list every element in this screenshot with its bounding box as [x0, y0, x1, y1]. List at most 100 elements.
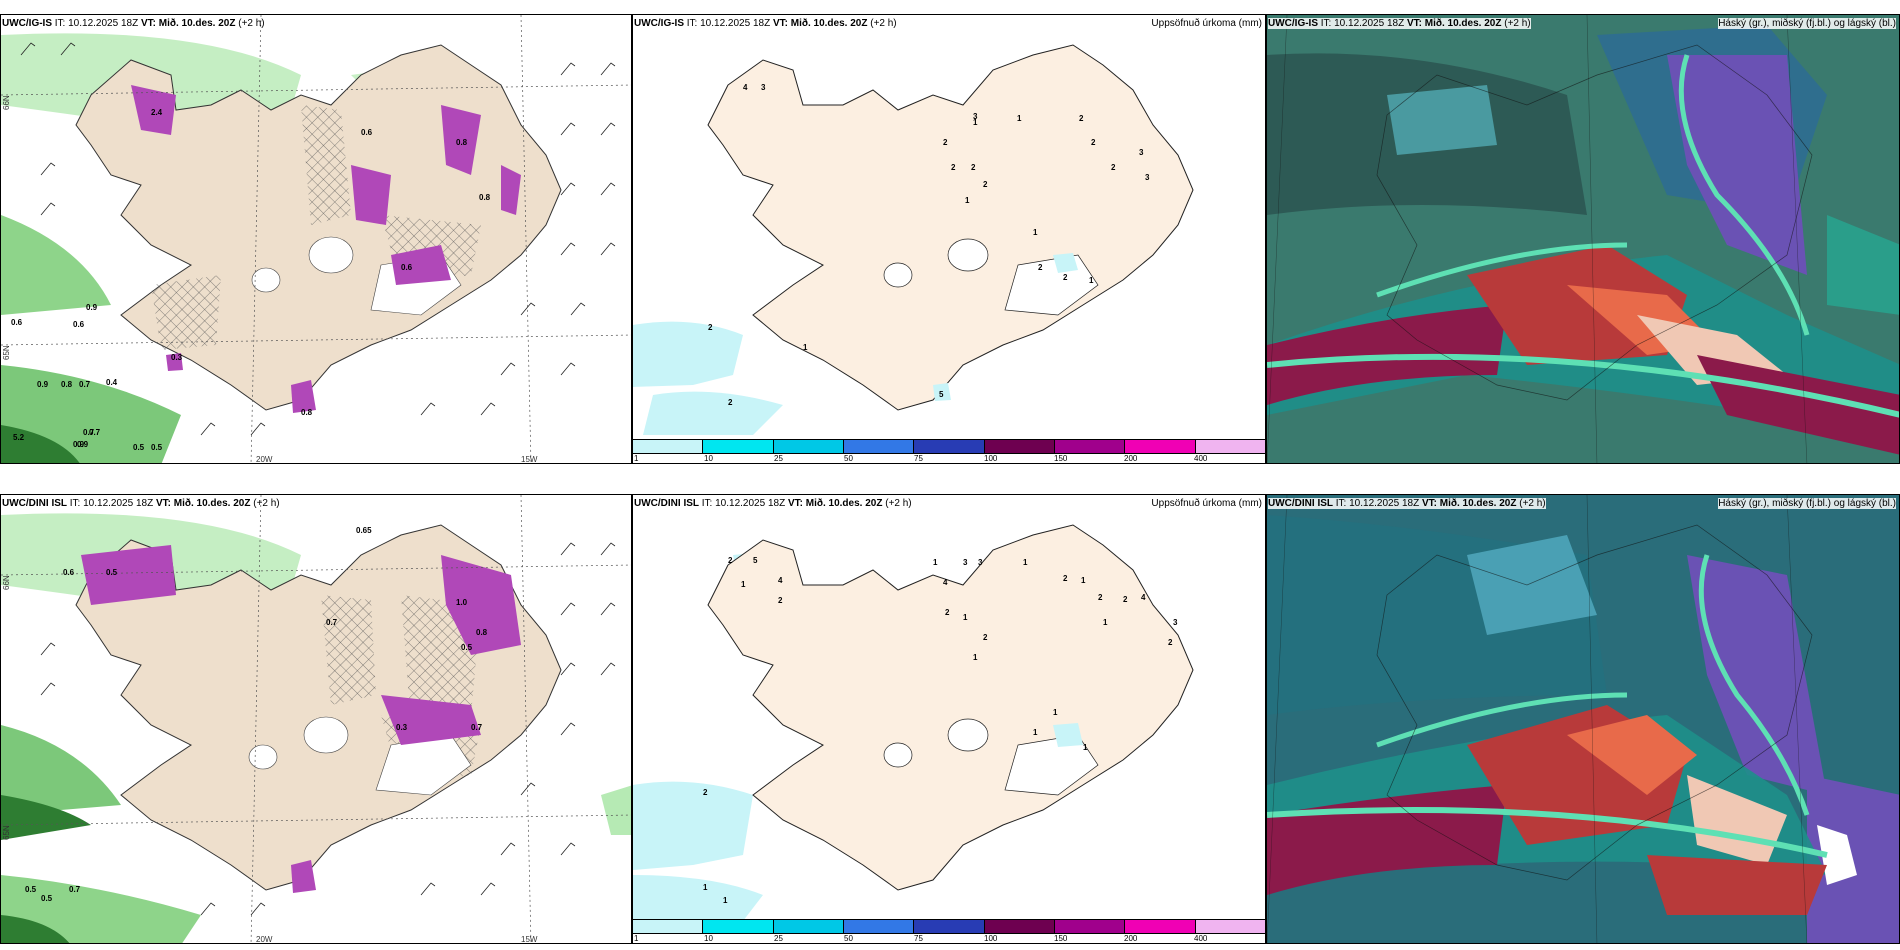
wind-value: 0.9	[37, 380, 49, 389]
colorbar-label: 400	[1194, 454, 1208, 463]
axis-label-15w: 15W	[521, 935, 538, 944]
precip-value: 1	[1103, 618, 1108, 627]
precip-value: 5	[939, 390, 944, 399]
wind-value: 1.0	[456, 598, 468, 607]
colorbar-label: 400	[1194, 934, 1208, 943]
wind-map-panel-igis: UWC/IG-IS IT: 10.12.2025 18Z VT: Mið. 10…	[0, 14, 632, 464]
wind-value: 0.3	[396, 723, 408, 732]
precip-value: 5	[753, 556, 758, 565]
panel-title: UWC/DINI ISL IT: 10.12.2025 18Z VT: Mið.…	[2, 498, 280, 509]
wind-value: 0.5	[25, 885, 37, 894]
wind-map: 2.4 0.6 0.9 0.8 0.3 0.4 0.6 0.9 0.7 0.6 …	[1, 15, 631, 464]
wind-value: 0.8	[61, 380, 73, 389]
precip-value: 1	[963, 613, 968, 622]
colorbar-box	[1054, 440, 1126, 453]
precip-value: 2	[1091, 138, 1096, 147]
wind-value: 0.5	[461, 643, 473, 652]
precip-value: 1	[723, 896, 728, 905]
precip-value: 1	[1023, 558, 1028, 567]
colorbar-label: 150	[1054, 934, 1068, 943]
precip-value: 2	[1168, 638, 1173, 647]
precip-value: 2	[1038, 263, 1043, 272]
precip-value: 2	[728, 398, 733, 407]
precip-value: 3	[761, 83, 766, 92]
colorbar-label: 200	[1124, 934, 1138, 943]
precip-value: 3	[1173, 618, 1178, 627]
panel-title: UWC/DINI ISL IT: 10.12.2025 18Z VT: Mið.…	[1268, 498, 1546, 509]
precip-value: 1	[1089, 276, 1094, 285]
precip-value: 1	[741, 580, 746, 589]
colorbar-label: 100	[984, 454, 998, 463]
precip-value: 1	[933, 558, 938, 567]
wind-value: 0.4	[106, 378, 118, 387]
colorbar-box	[1195, 440, 1265, 453]
wind-value: 0.7	[83, 428, 95, 437]
wind-value: 0.6	[361, 128, 373, 137]
colorbar-label: 150	[1054, 454, 1068, 463]
cloud-title: Háský (gr.), miðský (fj.bl.) og lágský (…	[1718, 18, 1896, 29]
precip-value: 1	[803, 343, 808, 352]
precip-colorbar: 1 10 25 50 75 100 150 200 400	[633, 439, 1265, 463]
precip-value: 1	[1033, 228, 1038, 237]
colorbar-box	[703, 920, 774, 933]
precip-value: 2	[728, 556, 733, 565]
axis-label-15w: 15W	[521, 455, 538, 464]
wind-value: 0.8	[301, 408, 313, 417]
colorbar-label: 50	[844, 454, 853, 463]
wind-value: 0.7	[471, 723, 483, 732]
cloud-title: Háský (gr.), miðský (fj.bl.) og lágský (…	[1718, 498, 1896, 509]
iceland-land	[707, 44, 1194, 411]
colorbar-label: 10	[704, 934, 713, 943]
precip-value: 2	[1111, 163, 1116, 172]
wind-value: 0.65	[356, 526, 372, 535]
wind-value: 0.7	[326, 618, 338, 627]
axis-label-66n: 66N	[2, 95, 11, 110]
precip-value: 1	[1083, 743, 1088, 752]
colorbar-label: 200	[1124, 454, 1138, 463]
colorbar-label: 1	[634, 934, 639, 943]
precip-value: 2	[1063, 273, 1068, 282]
precip-map: 4 3 1 2 2 2 2 3 2 2 3 1 2 1 1 2 2 1 2 1 …	[633, 44, 1194, 435]
iceland-land	[707, 524, 1194, 891]
axis-label-66n: 66N	[2, 575, 11, 590]
precip-value: 4	[1141, 593, 1146, 602]
precip-value: 3	[973, 112, 978, 121]
colorbar-box	[773, 440, 844, 453]
cloud-map	[1267, 495, 1899, 943]
axis-label-65n: 65N	[2, 345, 11, 360]
precip-value: 1	[1017, 114, 1022, 123]
colorbar-box	[633, 920, 704, 933]
precip-value: 4	[778, 576, 783, 585]
wind-value: 0.5	[41, 894, 53, 903]
precip-value: 1	[973, 118, 978, 127]
colorbar-box	[1054, 920, 1126, 933]
wind-value: 0.7	[69, 885, 81, 894]
wind-value: 0.6	[73, 320, 85, 329]
panel-title: UWC/DINI ISL IT: 10.12.2025 18Z VT: Mið.…	[634, 498, 912, 509]
precip-value: 1	[1033, 728, 1038, 737]
colorbar-box	[703, 440, 774, 453]
precip-value: 1	[1053, 708, 1058, 717]
precip-value: 1	[1081, 576, 1086, 585]
precip-value: 3	[963, 558, 968, 567]
precip-value: 4	[943, 578, 948, 587]
colorbar-label: 50	[844, 934, 853, 943]
colorbar-box	[773, 920, 844, 933]
cloud-map	[1267, 15, 1899, 463]
precip-value: 4	[743, 83, 748, 92]
precip-value: 1	[973, 653, 978, 662]
precip-map: 2 5 4 1 2 4 1 3 1 2 1 2 2 1 3 2 2 1 4 3 …	[633, 524, 1194, 921]
panel-title: UWC/IG-IS IT: 10.12.2025 18Z VT: Mið. 10…	[1268, 18, 1531, 29]
axis-label-20w: 20W	[256, 455, 273, 464]
wind-value: 0.6	[401, 263, 413, 272]
colorbar-label: 25	[774, 454, 783, 463]
wind-value: 0.3	[171, 353, 183, 362]
precip-value: 2	[983, 633, 988, 642]
colorbar-box	[984, 440, 1055, 453]
wind-value: 0.6	[63, 568, 75, 577]
precip-map-panel-dini: UWC/DINI ISL IT: 10.12.2025 18Z VT: Mið.…	[632, 494, 1266, 944]
wind-value: 0.8	[479, 193, 491, 202]
wind-value: 0.7	[79, 380, 91, 389]
precip-value: 2	[1098, 593, 1103, 602]
wind-map: 0.65 0.5 0.7 1.0 0.8 0.6 0.5 0.3 0.7 0.5…	[1, 495, 631, 944]
